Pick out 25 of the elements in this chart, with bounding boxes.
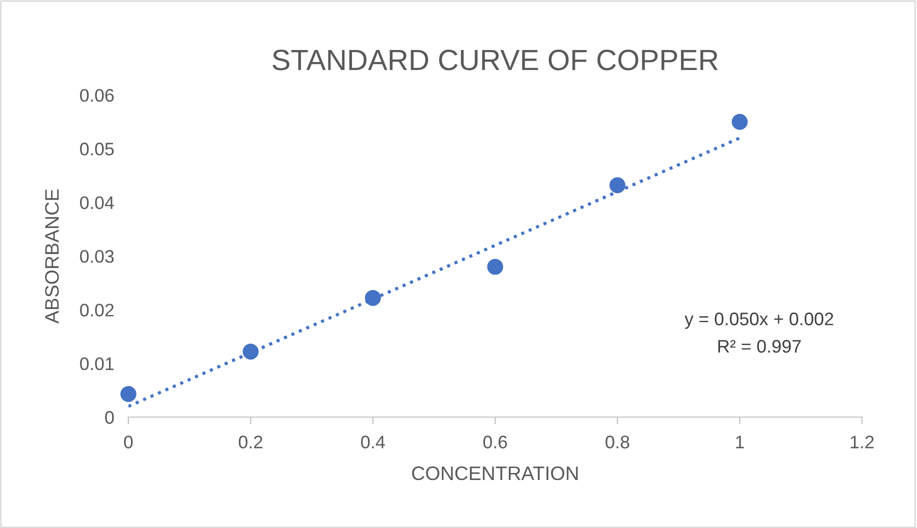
y-tick-label: 0.06 (80, 88, 114, 102)
x-tick-label: 0 (124, 436, 133, 448)
point (487, 258, 504, 275)
y-axis-title: ABSORBANCE (45, 189, 59, 324)
annotation: y = 0.050x + 0.002 (684, 312, 834, 329)
x-tick-label: 0.6 (483, 436, 507, 448)
x-tick-label: 1.2 (850, 436, 874, 448)
point (609, 177, 626, 194)
x-tick-label: 0.2 (238, 436, 262, 448)
x-axis-title: CONCENTRATION (412, 466, 578, 480)
y-tick-label: 0.02 (80, 304, 114, 316)
chart-title: STANDARD CURVE OF COPPER (272, 50, 718, 70)
y-tick-label: 0 (105, 411, 114, 424)
point (364, 290, 381, 306)
point (120, 386, 136, 402)
y-tick-label: 0.01 (80, 357, 114, 370)
y-tick-label: 0.03 (80, 250, 114, 263)
x-tick-label: 0.8 (606, 436, 630, 448)
y-tick-label: 0.05 (80, 142, 114, 156)
point (242, 344, 259, 360)
annotation: R² = 0.997 (718, 340, 801, 353)
x-tick-label: 0.4 (361, 436, 385, 448)
y-tick-label: 0.04 (80, 196, 114, 210)
x-tick-label: 1 (736, 436, 744, 448)
point (732, 114, 748, 130)
